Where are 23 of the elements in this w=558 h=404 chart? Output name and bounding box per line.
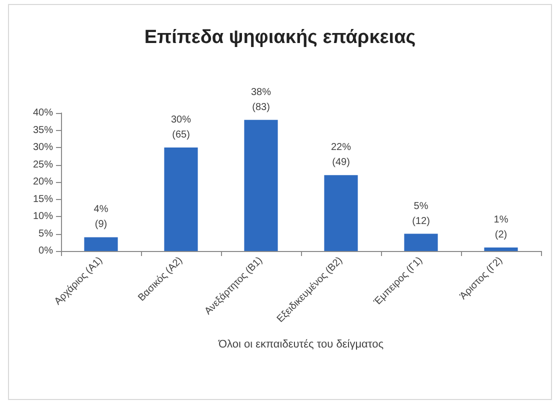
y-tick-label: 35% — [32, 124, 54, 136]
bar — [164, 148, 198, 251]
data-label: 30% (65) — [170, 114, 192, 140]
y-tick-label: 5% — [38, 228, 54, 240]
data-label: 5% (12) — [412, 200, 430, 227]
data-label: 4% (9) — [94, 204, 108, 230]
y-tick-label: 15% — [32, 194, 54, 205]
y-tick-label: 25% — [32, 159, 54, 170]
y-tick-label: 0% — [38, 246, 54, 256]
bar — [244, 120, 278, 251]
y-tick-label: 30% — [32, 142, 54, 153]
x-axis-title: Όλοι οι εκπαιδευτές του δείγματος — [217, 338, 384, 350]
bar — [404, 234, 438, 251]
bar — [84, 237, 118, 251]
data-label: 38% (83) — [250, 86, 272, 113]
y-tick-label: 20% — [32, 176, 54, 188]
bar — [484, 248, 518, 251]
data-label: 22% (49) — [330, 142, 352, 168]
bar — [324, 175, 358, 251]
y-tick-label: 10% — [32, 211, 54, 222]
chart-title: Επίπεδα ψηφιακής επάρκειας — [144, 27, 416, 48]
data-label: 1% (2) — [494, 214, 508, 241]
y-tick-label: 40% — [32, 108, 54, 118]
